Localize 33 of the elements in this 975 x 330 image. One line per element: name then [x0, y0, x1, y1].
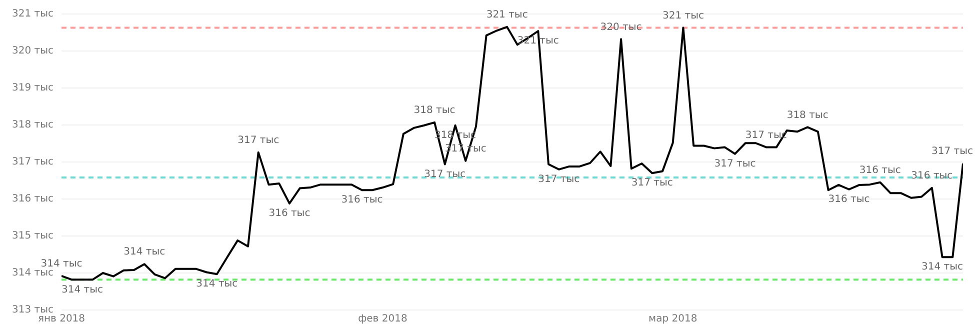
y-tick-label: 314 тыс: [12, 268, 54, 279]
data-label: 314 тыс: [40, 258, 82, 270]
y-tick-label: 315 тыс: [12, 230, 54, 242]
data-label: 317 тыс: [538, 174, 580, 185]
y-tick-label: 317 тыс: [12, 156, 54, 168]
y-tick-label: 313 тыс: [12, 304, 54, 316]
y-tick-label: 321 тыс: [12, 8, 54, 20]
data-label: 316 тыс: [828, 194, 870, 205]
data-label: 314 тыс: [922, 262, 964, 273]
y-tick-label: 319 тыс: [12, 82, 54, 94]
data-label: 321 тыс: [486, 10, 528, 21]
data-label: 314 тыс: [61, 284, 103, 296]
y-tick-label: 318 тыс: [12, 120, 54, 131]
y-tick-label: 320 тыс: [12, 46, 54, 57]
data-label: 316 тыс: [341, 194, 383, 206]
data-label: 321 тыс: [662, 10, 704, 22]
x-tick-label: фев 2018: [358, 314, 408, 325]
data-label: 320 тыс: [600, 22, 642, 33]
data-label: 314 тыс: [196, 278, 238, 290]
data-label: 317 тыс: [238, 134, 280, 146]
y-tick-label: 316 тыс: [12, 194, 54, 205]
x-tick-label: янв 2018: [38, 314, 86, 325]
x-tick-label: мар 2018: [648, 314, 698, 325]
data-label: 316 тыс: [859, 164, 901, 176]
data-label: 314 тыс: [124, 246, 166, 258]
data-label: 317 тыс: [714, 158, 756, 170]
data-label: 317 тыс: [424, 168, 466, 180]
data-label: 318 тыс: [414, 105, 456, 116]
data-label: 316 тыс: [911, 170, 953, 182]
data-label: 316 тыс: [268, 208, 310, 220]
data-label: 317 тыс: [631, 178, 673, 189]
data-label: 317 тыс: [932, 146, 973, 158]
data-label: 318 тыс: [786, 110, 828, 121]
